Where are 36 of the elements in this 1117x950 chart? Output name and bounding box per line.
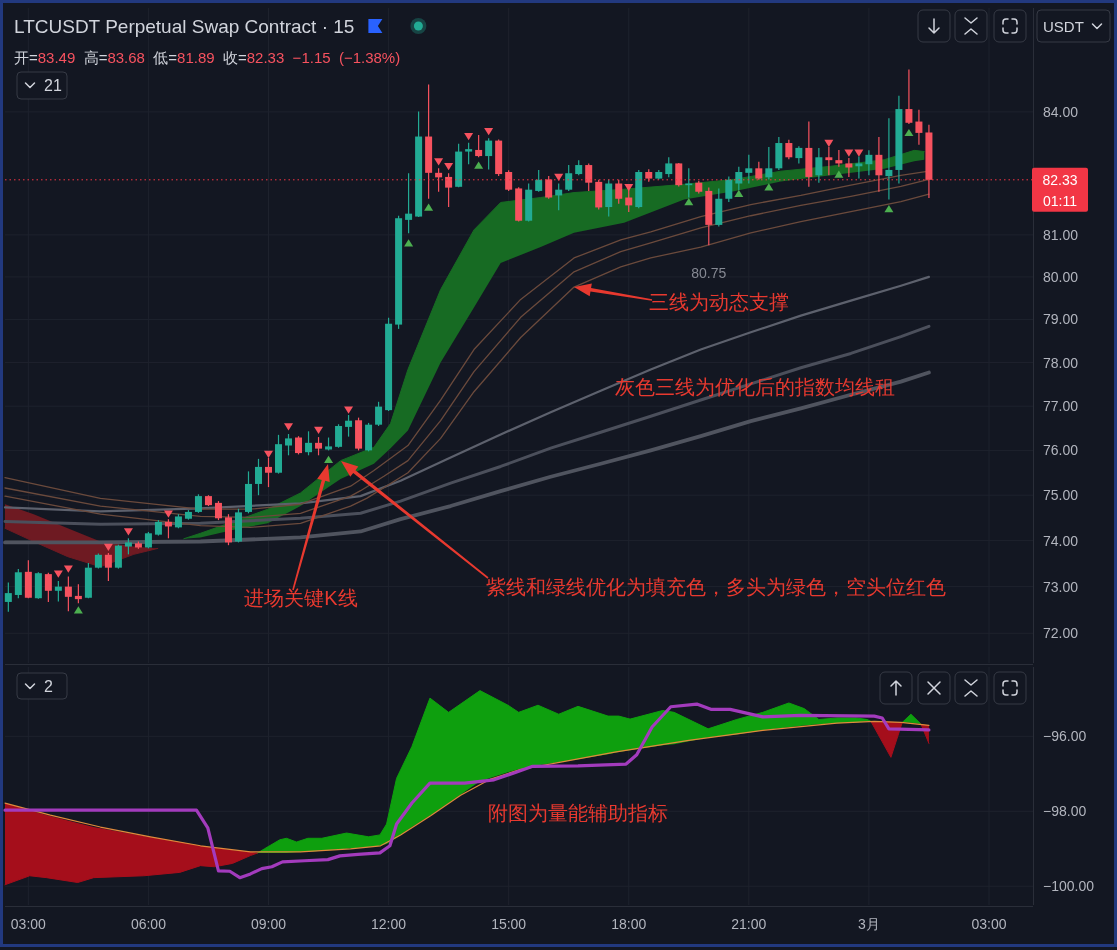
y-tick-label: 75.00 (1043, 487, 1079, 504)
y-tick-label: 81.00 (1043, 226, 1079, 243)
ref-line-label: 82.33 (1042, 171, 1078, 188)
x-tick-label: 03:00 (10, 916, 47, 932)
y-tick-label: −98.00 (1043, 803, 1087, 820)
text: USDT (1043, 17, 1084, 35)
y-tick-label: 79.00 (1043, 311, 1079, 328)
annotation: 21 (44, 76, 62, 94)
x-tick-label: 09:00 (250, 916, 287, 932)
y-tick-label: 77.00 (1043, 398, 1079, 415)
y-tick-label: 74.00 (1043, 532, 1079, 549)
y-tick-label: 73.00 (1043, 578, 1079, 595)
x-tick-label: 03:00 (971, 916, 1007, 932)
y-tick-label: 76.00 (1043, 442, 1079, 459)
x-tick-label: 3月 (857, 916, 880, 932)
y-tick-label: 84.00 (1043, 103, 1079, 120)
annotation: 80.75 (691, 265, 727, 282)
y-tick-label: −96.00 (1043, 728, 1087, 745)
annotation: 附图为量能辅助指标 (488, 802, 668, 824)
x-tick-label: 12:00 (371, 916, 407, 932)
annotation: 三线为动态支撑 (649, 291, 789, 313)
x-tick-label: 06:00 (130, 916, 167, 932)
y-tick-label: −100.00 (1043, 878, 1095, 895)
y-tick-label: 80.00 (1043, 268, 1079, 285)
chart-title: LTCUSDT Perpetual Swap Contract · 15 (14, 15, 355, 37)
annotation: 灰色三线为优化后的指数均线租 (615, 376, 895, 398)
y-tick-label: 72.00 (1043, 625, 1079, 642)
x-tick-label: 21:00 (731, 916, 767, 932)
text: 开=83.49 高=83.68 低=81.89 收=82.33 −1.15 (−1.38%) (14, 48, 401, 66)
annotation: 2 (44, 677, 53, 695)
annotation: 紫线和绿线优化为填充色，多头为绿色，空头位红色 (486, 576, 946, 598)
x-tick-label: 18:00 (611, 916, 647, 932)
text: 01:11 (1043, 193, 1078, 209)
annotation: 进场关键K线 (244, 587, 358, 609)
y-tick-label: 78.00 (1043, 354, 1079, 371)
x-tick-label: 15:00 (491, 916, 527, 932)
